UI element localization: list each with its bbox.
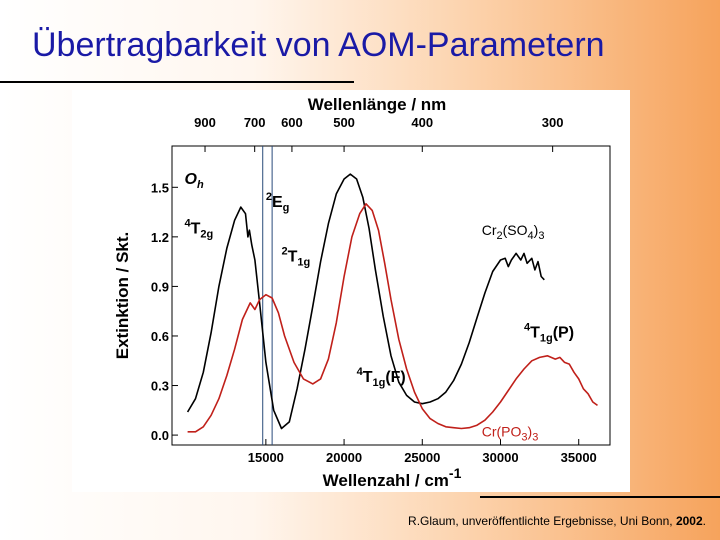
annotation-4t2g: 4T2g: [185, 218, 214, 241]
annotation-lbl-so4: Cr2(SO4)3: [482, 222, 545, 242]
x-tick-label: 25000: [404, 450, 440, 465]
chart-panel: 15000 20000 25000 30000 35000 Wellenzahl / cm…: [72, 90, 630, 492]
top-tick-label: 600: [281, 115, 303, 130]
y-tick-label: 0.9: [151, 279, 169, 294]
top-axis-label: Wellenlänge / nm: [308, 95, 447, 114]
plot-frame: [171, 145, 611, 446]
credit-text: R.Glaum, unveröffentlichte Ergebnisse, U…: [408, 514, 676, 528]
annotation-lbl-po3: Cr(PO3)3: [482, 424, 539, 444]
credit-end: .: [702, 514, 706, 528]
annotation-4t1gf: 4T1g(F): [357, 366, 406, 389]
x-tick-label: 30000: [482, 450, 518, 465]
top-tick-label: 400: [411, 115, 433, 130]
x-tick-label: 15000: [248, 450, 284, 465]
top-tick-label: 700: [244, 115, 266, 130]
top-tick-label: 500: [333, 115, 355, 130]
slide-title: Übertragbarkeit von AOM-Parametern: [32, 26, 605, 64]
series-line-cr2so43: [186, 173, 545, 430]
y-tick-label: 1.5: [151, 180, 169, 195]
credit-year: 2002: [675, 514, 703, 528]
series-line-crpo33: [187, 203, 598, 433]
x-axis-label: Wellenzahl / cm-1: [323, 465, 462, 490]
top-tick-label: 300: [542, 115, 564, 130]
annotation-2t1g: 2T1g: [282, 246, 311, 269]
annotation-2eg: 2Eg: [266, 191, 290, 214]
x-tick-label: 20000: [326, 450, 362, 465]
x-tick-label: 35000: [561, 450, 597, 465]
y-tick-label: 0.3: [151, 379, 169, 394]
absorption-spectrum-chart: 15000 20000 25000 30000 35000 Wellenzahl / cm…: [113, 95, 611, 490]
y-tick-label: 1.2: [151, 230, 169, 245]
credit-rule: [480, 496, 720, 498]
annotation-4t1gp: 4T1g(P): [524, 322, 574, 345]
top-tick-label: 900: [194, 115, 216, 130]
credit-line: R.Glaum, unveröffentlichte Ergebnisse, U…: [408, 514, 706, 528]
y-axis-label: Extinktion / Skt.: [113, 232, 132, 360]
y-tick-label: 0.6: [151, 329, 169, 344]
title-underline: [0, 81, 354, 83]
annotation-oh: Oh: [185, 171, 204, 191]
y-tick-label: 0.0: [151, 428, 169, 443]
